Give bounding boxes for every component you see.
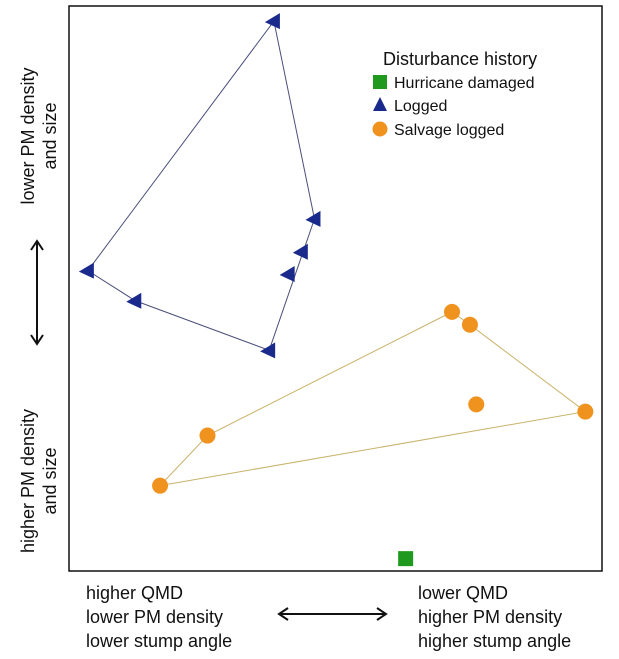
legend-label-logged: Logged	[394, 98, 447, 115]
salvage-logged-hull	[158, 311, 587, 487]
legend-square-icon	[373, 75, 387, 89]
points-layer	[78, 13, 594, 567]
x-left-line-1: higher QMD	[86, 583, 183, 603]
y-double-arrow	[30, 239, 44, 346]
logged-point-5	[126, 292, 142, 309]
x-left-line-2: lower PM density	[86, 607, 223, 627]
legend-label-salvage: Salvage logged	[394, 122, 504, 139]
x-axis-left-label: higher QMD lower PM density lower stump …	[86, 583, 232, 651]
logged-hull	[87, 19, 315, 351]
salvage-logged-point-0	[444, 303, 461, 320]
plot-frame	[68, 5, 603, 572]
legend-title: Disturbance history	[383, 49, 537, 69]
salvage-logged-point-4	[199, 427, 216, 444]
hurricane-damaged-point-0	[398, 551, 414, 567]
x-right-line-3: higher stump angle	[418, 631, 571, 651]
logged-point-6	[260, 342, 276, 359]
legend-triangle-icon	[373, 97, 387, 111]
x-left-line-3: lower stump angle	[86, 631, 232, 651]
logged-point-2	[292, 243, 308, 260]
y-top-line-2: and size	[40, 102, 60, 169]
salvage-logged-point-2	[468, 396, 485, 413]
legend-circle-icon	[372, 121, 388, 137]
logged-point-0	[264, 13, 280, 30]
salvage-logged-point-5	[152, 477, 169, 494]
legend: Disturbance history Hurricane damaged Lo…	[372, 49, 537, 139]
logged-point-4	[78, 262, 94, 279]
x-axis-right-label: lower QMD higher PM density higher stump…	[418, 583, 571, 651]
x-right-line-2: higher PM density	[418, 607, 562, 627]
y-axis-top-label: lower PM density and size	[18, 67, 60, 204]
y-top-line-1: lower PM density	[18, 67, 38, 204]
legend-label-hurricane: Hurricane damaged	[394, 75, 535, 92]
y-bottom-line-1: higher PM density	[18, 409, 38, 553]
y-axis-bottom-label: higher PM density and size	[18, 409, 60, 553]
y-bottom-line-2: and size	[40, 447, 60, 514]
logged-point-1	[305, 210, 321, 227]
x-right-line-1: lower QMD	[418, 583, 508, 603]
salvage-logged-point-1	[461, 316, 478, 333]
salvage-logged-point-3	[577, 403, 594, 420]
logged-point-3	[279, 266, 295, 283]
x-double-arrow	[277, 607, 388, 621]
